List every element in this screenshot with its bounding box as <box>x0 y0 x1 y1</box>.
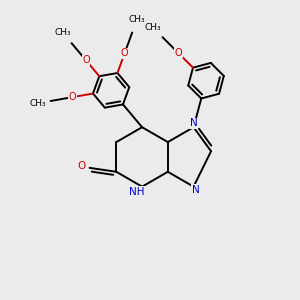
Text: N: N <box>190 118 197 128</box>
Text: CH₃: CH₃ <box>145 23 161 32</box>
Text: N: N <box>192 184 200 195</box>
Text: O: O <box>69 92 76 102</box>
Text: O: O <box>82 55 90 65</box>
Text: CH₃: CH₃ <box>55 28 71 38</box>
Text: O: O <box>121 49 128 58</box>
Text: CH₃: CH₃ <box>29 99 46 108</box>
Text: CH₃: CH₃ <box>128 15 145 24</box>
Text: NH: NH <box>129 187 145 196</box>
Text: O: O <box>78 161 86 171</box>
Text: O: O <box>175 48 182 58</box>
